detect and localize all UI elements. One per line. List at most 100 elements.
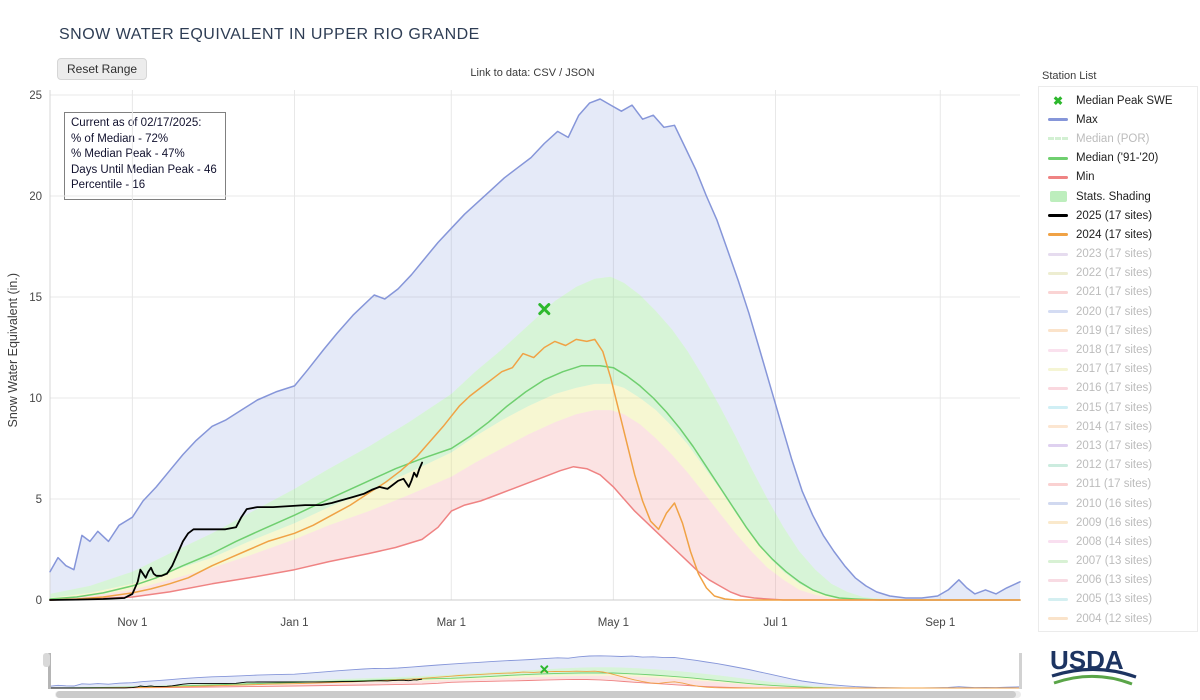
line-swatch-icon bbox=[1047, 406, 1069, 410]
reset-range-button[interactable]: Reset Range bbox=[57, 58, 148, 80]
json-link[interactable]: JSON bbox=[565, 67, 595, 79]
line-swatch-icon bbox=[1047, 156, 1069, 160]
legend-item-2013-17-sites[interactable]: 2013 (17 sites) bbox=[1039, 436, 1197, 455]
line-swatch-icon bbox=[1047, 214, 1069, 218]
line-swatch-icon bbox=[1047, 444, 1069, 448]
legend-item-label: 2024 (17 sites) bbox=[1076, 228, 1153, 241]
legend-item-label: 2006 (13 sites) bbox=[1076, 574, 1153, 587]
line-swatch-icon bbox=[1047, 578, 1069, 582]
scrollbar-thumb[interactable] bbox=[56, 691, 1016, 698]
range-handle-right bbox=[1019, 653, 1022, 689]
legend-item-2009-16-sites[interactable]: 2009 (16 sites) bbox=[1039, 513, 1197, 532]
legend-item-label: 2023 (17 sites) bbox=[1076, 248, 1153, 261]
legend-item-label: 2019 (17 sites) bbox=[1076, 324, 1153, 337]
legend-item-2024-17-sites[interactable]: 2024 (17 sites) bbox=[1039, 225, 1197, 244]
series-line-min bbox=[49, 465, 1021, 601]
legend-item-2012-17-sites[interactable]: 2012 (17 sites) bbox=[1039, 456, 1197, 475]
line-swatch-icon bbox=[1047, 463, 1069, 467]
legend-item-label: 2016 (17 sites) bbox=[1076, 382, 1153, 395]
usda-swoosh-blue bbox=[1051, 667, 1137, 679]
stat-line: Current as of 02/17/2025: bbox=[71, 117, 202, 129]
line-swatch-icon bbox=[1047, 597, 1069, 601]
legend-item-label: 2010 (16 sites) bbox=[1076, 497, 1153, 510]
series-line-max bbox=[49, 98, 1021, 599]
legend-item-min[interactable]: Min bbox=[1039, 168, 1197, 187]
y-axis-title: Snow Water Equivalent (in.) bbox=[6, 272, 20, 428]
legend-item-median-por[interactable]: Median (POR) bbox=[1039, 129, 1197, 148]
legend-item-2020-17-sites[interactable]: 2020 (17 sites) bbox=[1039, 302, 1197, 321]
legend-item-median-peak-swe[interactable]: ✖ Median Peak SWE bbox=[1039, 91, 1197, 110]
legend-item-2025-17-sites[interactable]: 2025 (17 sites) bbox=[1039, 206, 1197, 225]
legend-item-2008-14-sites[interactable]: 2008 (14 sites) bbox=[1039, 532, 1197, 551]
current-conditions-box: Current as of 02/17/2025: % of Median - 7… bbox=[64, 112, 226, 200]
legend-title: Station List bbox=[1042, 70, 1097, 82]
legend-item-2004-12-sites[interactable]: 2004 (12 sites) bbox=[1039, 609, 1197, 628]
legend-item-label: 2007 (13 sites) bbox=[1076, 555, 1153, 568]
svg-text:Jan 1: Jan 1 bbox=[280, 617, 308, 629]
legend-item-2015-17-sites[interactable]: 2015 (17 sites) bbox=[1039, 398, 1197, 417]
legend-item-label: 2017 (17 sites) bbox=[1076, 363, 1153, 376]
link-separator: / bbox=[556, 67, 566, 79]
mini-line-max bbox=[49, 655, 1021, 689]
legend-item-2007-13-sites[interactable]: 2007 (13 sites) bbox=[1039, 552, 1197, 571]
line-swatch-icon bbox=[1047, 559, 1069, 563]
usda-logo: USDA bbox=[1046, 642, 1142, 694]
data-link: Link to data: CSV / JSON bbox=[30, 67, 1035, 79]
line-swatch-icon bbox=[1047, 118, 1069, 122]
legend-item-2010-16-sites[interactable]: 2010 (16 sites) bbox=[1039, 494, 1197, 513]
legend-item-2018-17-sites[interactable]: 2018 (17 sites) bbox=[1039, 340, 1197, 359]
legend-item-max[interactable]: Max bbox=[1039, 110, 1197, 129]
legend-item-stats-shading[interactable]: Stats. Shading bbox=[1039, 187, 1197, 206]
line-swatch-icon bbox=[1047, 271, 1069, 275]
csv-link[interactable]: CSV bbox=[533, 67, 557, 79]
line-swatch-icon bbox=[1047, 290, 1069, 294]
legend-item-2022-17-sites[interactable]: 2022 (17 sites) bbox=[1039, 264, 1197, 283]
legend-item-2014-17-sites[interactable]: 2014 (17 sites) bbox=[1039, 417, 1197, 436]
legend-item-2017-17-sites[interactable]: 2017 (17 sites) bbox=[1039, 360, 1197, 379]
main-chart[interactable]: 0 5 10 15 20 25 Nov 1 Jan 1 Mar 1 May 1 Jul 1 Sep 1 bbox=[30, 88, 1035, 648]
svg-text:May 1: May 1 bbox=[598, 617, 629, 629]
svg-text:5: 5 bbox=[36, 494, 42, 506]
svg-text:Jul 1: Jul 1 bbox=[763, 617, 787, 629]
series-line-2024 bbox=[49, 338, 1021, 601]
line-swatch-icon bbox=[1047, 310, 1069, 314]
legend-item-label: 2013 (17 sites) bbox=[1076, 439, 1153, 452]
legend-item-label: 2005 (13 sites) bbox=[1076, 593, 1153, 606]
legend-item-2016-17-sites[interactable]: 2016 (17 sites) bbox=[1039, 379, 1197, 398]
legend-item-label: 2021 (17 sites) bbox=[1076, 286, 1153, 299]
legend-item-label: 2020 (17 sites) bbox=[1076, 305, 1153, 318]
legend-item-label: 2008 (14 sites) bbox=[1076, 535, 1153, 548]
line-swatch-icon bbox=[1047, 386, 1069, 390]
legend-item-2006-13-sites[interactable]: 2006 (13 sites) bbox=[1039, 571, 1197, 590]
mini-line-2025 bbox=[50, 678, 423, 689]
legend-item-2011-17-sites[interactable]: 2011 (17 sites) bbox=[1039, 475, 1197, 494]
svg-text:Sep 1: Sep 1 bbox=[925, 617, 955, 629]
range-handle-left bbox=[48, 653, 51, 689]
legend-item-2023-17-sites[interactable]: 2023 (17 sites) bbox=[1039, 245, 1197, 264]
legend-item-median-91-20[interactable]: Median ('91-'20) bbox=[1039, 149, 1197, 168]
stat-line: Percentile - 16 bbox=[71, 179, 146, 191]
line-swatch-icon bbox=[1047, 329, 1069, 333]
horizontal-scrollbar[interactable] bbox=[55, 691, 1021, 698]
tick-labels: 0 5 10 15 20 25 Nov 1 Jan 1 Mar 1 May 1 Jul 1 Sep 1 bbox=[30, 90, 955, 629]
stat-line: % Median Peak - 47% bbox=[71, 148, 185, 160]
series-lines bbox=[49, 98, 1021, 601]
line-swatch-icon bbox=[1047, 502, 1069, 506]
legend-item-label: 2009 (16 sites) bbox=[1076, 516, 1153, 529]
legend-item-label: Median ('91-'20) bbox=[1076, 152, 1159, 165]
stat-line: % of Median - 72% bbox=[71, 132, 169, 145]
median-peak-swe-marker bbox=[538, 303, 551, 316]
line-swatch-icon bbox=[1047, 175, 1069, 179]
legend-item-2019-17-sites[interactable]: 2019 (17 sites) bbox=[1039, 321, 1197, 340]
stat-line: Days Until Median Peak - 46 bbox=[71, 163, 217, 176]
legend-item-2021-17-sites[interactable]: 2021 (17 sites) bbox=[1039, 283, 1197, 302]
legend-item-label: 2025 (17 sites) bbox=[1076, 209, 1153, 222]
overview-range-chart[interactable] bbox=[30, 652, 1035, 692]
mini-line-2024 bbox=[49, 670, 1020, 689]
legend-item-2005-13-sites[interactable]: 2005 (13 sites) bbox=[1039, 590, 1197, 609]
legend-item-label: Median Peak SWE bbox=[1076, 94, 1173, 107]
svg-text:Mar 1: Mar 1 bbox=[437, 617, 466, 629]
mini-vertical-scrollbar[interactable] bbox=[43, 653, 50, 667]
shading-swatch-icon bbox=[1047, 191, 1069, 203]
